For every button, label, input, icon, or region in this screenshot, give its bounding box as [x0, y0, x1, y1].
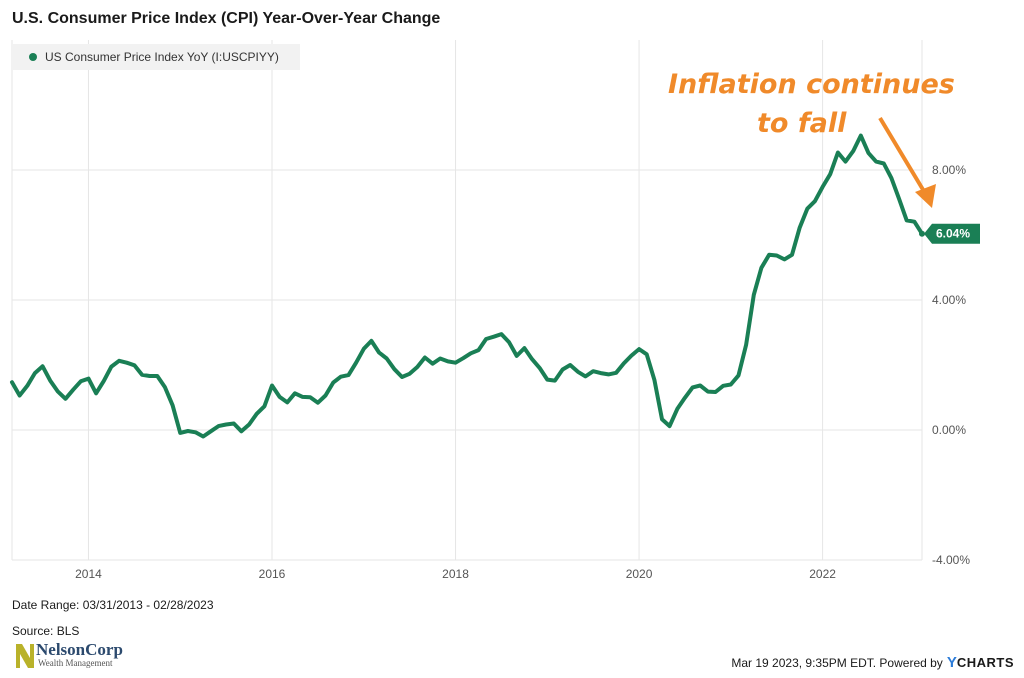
logo-mark-icon	[16, 644, 34, 668]
x-tick-label: 2020	[626, 567, 653, 581]
last-value-badge: 6.04%	[924, 223, 980, 244]
y-axis-ticks: -4.00% 0.00% 4.00% 8.00%	[932, 163, 970, 567]
credit-text: Mar 19 2023, 9:35PM EDT. Powered by	[731, 655, 943, 670]
x-axis-ticks: 2014 2016 2018 2020 2022	[75, 567, 836, 581]
annotation-line-1: Inflation continues	[668, 69, 955, 100]
source-label: Source: BLS	[12, 624, 80, 638]
ycharts-logo[interactable]: YCHARTS	[947, 654, 1014, 671]
chart-legend[interactable]: US Consumer Price Index YoY (I:USCPIYY)	[12, 44, 300, 70]
annotation: Inflation continues to fall	[668, 69, 955, 208]
nelsoncorp-logo: NelsonCorp Wealth Management	[14, 640, 124, 670]
x-tick-label: 2014	[75, 567, 102, 581]
y-tick-label: 8.00%	[932, 163, 966, 177]
last-value-badge-shape	[924, 223, 980, 244]
legend-dot-icon	[29, 53, 37, 61]
last-value-label: 6.04%	[936, 227, 970, 241]
logo-subtitle: Wealth Management	[38, 658, 113, 668]
series-line-cpi-yoy	[10, 133, 924, 439]
last-data-point	[919, 230, 925, 237]
chart-title: U.S. Consumer Price Index (CPI) Year-Ove…	[12, 10, 441, 27]
y-tick-label: -4.00%	[932, 553, 970, 567]
annotation-arrowhead-icon	[915, 184, 936, 208]
ycharts-logo-text: CHARTS	[956, 655, 1014, 670]
x-tick-label: 2022	[809, 567, 836, 581]
y-tick-label: 4.00%	[932, 293, 966, 307]
date-range: Date Range: 03/31/2013 - 02/28/2023	[12, 598, 214, 612]
chart-credit: Mar 19 2023, 9:35PM EDT. Powered by YCHA…	[731, 654, 1014, 671]
legend-label: US Consumer Price Index YoY (I:USCPIYY)	[45, 50, 279, 64]
annotation-arrow-icon	[878, 116, 930, 200]
x-tick-label: 2018	[442, 567, 469, 581]
grid-layer	[11, 40, 923, 561]
x-tick-label: 2016	[259, 567, 286, 581]
legend-background	[12, 44, 300, 70]
ycharts-logo-y: Y	[946, 654, 957, 671]
logo-name: NelsonCorp	[36, 640, 123, 659]
y-tick-label: 0.00%	[932, 423, 966, 437]
annotation-line-2: to fall	[757, 108, 847, 139]
